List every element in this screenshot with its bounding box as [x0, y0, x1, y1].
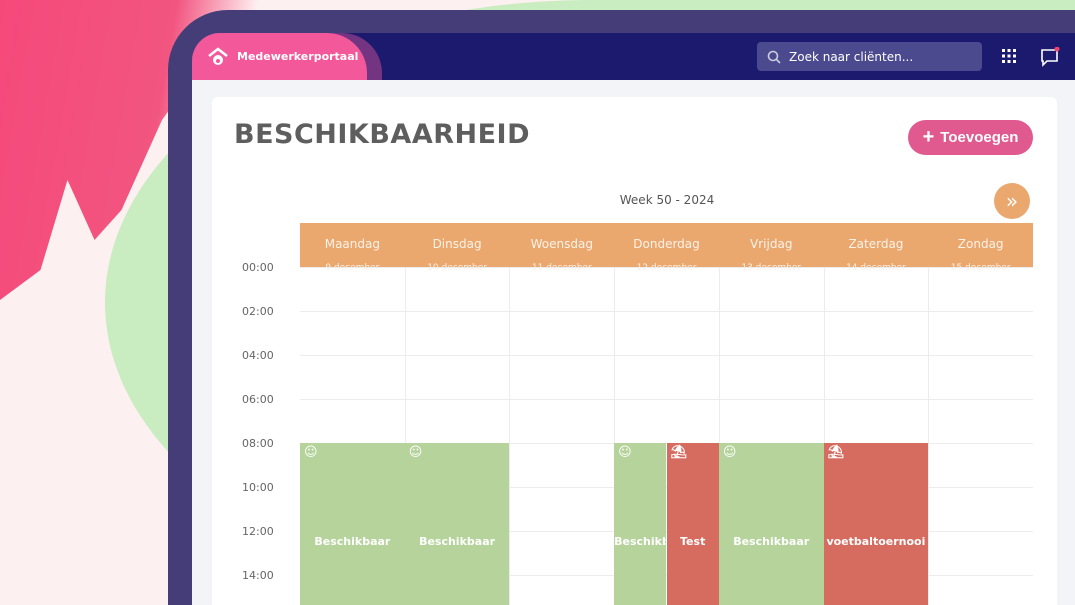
event-label: Beschikbaar	[419, 535, 496, 548]
palm-tree-icon: ⛱	[670, 445, 688, 460]
portal-tab[interactable]: Medewerkerportaal	[192, 33, 367, 80]
day-date: 9 december	[325, 263, 380, 273]
availability-card: BESCHIKBAARHEID + Toevoegen Week 50 - 202…	[212, 97, 1057, 605]
day-date: 15 december	[950, 263, 1011, 273]
day-name: Maandag	[324, 237, 380, 251]
event-label: Beschikbaar	[614, 535, 667, 548]
grid-line	[300, 311, 1033, 312]
grid-line	[718, 267, 720, 605]
calendar-grid: ☺ Beschikbaar ☺ Beschikbaar ☺ Beschikbaar ⛱ Tes…	[300, 267, 1033, 605]
grid-line	[614, 267, 616, 605]
day-name: Donderdag	[633, 237, 700, 251]
grid-line	[300, 399, 1033, 400]
time-label: 14:00	[242, 569, 274, 582]
chat-icon[interactable]	[1040, 47, 1060, 67]
grid-line	[300, 355, 1033, 356]
home-icon	[208, 46, 228, 65]
palm-tree-icon: ⛱	[827, 445, 845, 460]
day-date: 12 december	[636, 263, 697, 273]
availability-event[interactable]: ⛱ voetbaltoernooi	[823, 443, 929, 605]
grid-line	[404, 267, 406, 605]
smiley-icon: ☺	[722, 445, 737, 460]
availability-event[interactable]: ☺ Beschikbaar	[718, 443, 824, 605]
add-label: Toevoegen	[940, 129, 1019, 146]
day-column-header: Zaterdag 14 december	[824, 223, 929, 273]
search-icon	[767, 50, 781, 64]
smiley-icon: ☺	[618, 445, 632, 460]
day-name: Woensdag	[530, 237, 593, 251]
day-date: 11 december	[531, 263, 592, 273]
day-column-header: Woensdag 11 december	[509, 223, 614, 273]
availability-event[interactable]: ☺ Beschikbaar	[404, 443, 510, 605]
time-label: 04:00	[242, 349, 274, 362]
event-label: Test	[680, 535, 706, 548]
grid-line	[509, 267, 511, 605]
add-button[interactable]: + Toevoegen	[908, 120, 1033, 155]
apps-grid-icon[interactable]	[1002, 49, 1016, 63]
app-screen: Medewerkerportaal Zoek naar cliënten... …	[192, 33, 1075, 605]
day-name: Zondag	[957, 237, 1004, 251]
top-bar: Medewerkerportaal Zoek naar cliënten...	[192, 33, 1075, 80]
time-label: 00:00	[242, 261, 274, 274]
event-label: voetbaltoernooi	[826, 535, 926, 548]
time-label: 02:00	[242, 305, 274, 318]
day-date: 14 december	[846, 263, 906, 273]
day-date: 10 december	[427, 263, 487, 273]
smiley-icon: ☺	[304, 445, 318, 460]
time-label: 06:00	[242, 393, 274, 406]
grid-line	[928, 267, 930, 605]
availability-event[interactable]: ☺ Beschikbaar	[300, 443, 405, 605]
availability-event[interactable]: ⛱ Test	[666, 443, 719, 605]
event-label: Beschikbaar	[314, 535, 391, 548]
search-input[interactable]: Zoek naar cliënten...	[757, 42, 982, 71]
day-column-header: Zondag 15 december	[928, 223, 1033, 273]
plus-icon: +	[922, 126, 935, 148]
search-placeholder: Zoek naar cliënten...	[789, 49, 914, 64]
day-name: Zaterdag	[848, 237, 904, 251]
day-column-header: Dinsdag 10 december	[405, 223, 510, 273]
time-label: 08:00	[242, 437, 274, 450]
day-date: 13 december	[741, 263, 802, 273]
day-header: Maandag 9 december Dinsdag 10 december Woens…	[300, 223, 1033, 273]
smiley-icon: ☺	[408, 445, 423, 460]
page-title: BESCHIKBAARHEID	[234, 119, 531, 150]
double-chevron-right-icon: »	[1005, 189, 1019, 213]
grid-line	[823, 267, 825, 605]
time-label: 10:00	[242, 481, 274, 494]
availability-event[interactable]: ☺ Beschikbaar	[614, 443, 667, 605]
day-column-header: Donderdag 12 december	[614, 223, 719, 273]
week-label: Week 50 - 2024	[619, 193, 715, 207]
grid-line	[300, 267, 1033, 268]
app-name: Medewerkerportaal	[237, 50, 359, 63]
day-name: Vrijdag	[750, 237, 793, 251]
day-name: Dinsdag	[432, 237, 482, 251]
next-week-button[interactable]: »	[994, 183, 1030, 219]
time-label: 12:00	[242, 525, 274, 538]
event-label: Beschikbaar	[733, 535, 810, 548]
day-column-header: Maandag 9 december	[300, 223, 405, 273]
day-column-header: Vrijdag 13 december	[719, 223, 824, 273]
